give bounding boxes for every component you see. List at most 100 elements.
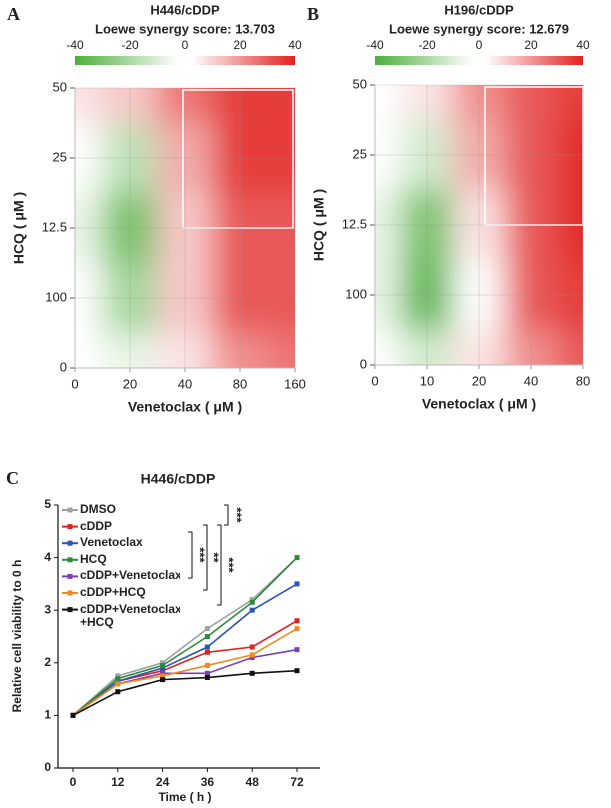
series-line [72, 648, 298, 717]
y-tick-label: 0 [44, 760, 51, 774]
x-tick-label: 10 [420, 373, 434, 388]
significance-bracket [188, 531, 193, 579]
y-tick-label: 4 [44, 550, 51, 564]
significance-label: *** [230, 507, 245, 523]
heat-cell [375, 260, 401, 330]
heat-cell [102, 88, 158, 123]
heat-cell [375, 190, 401, 260]
x-tick-label: 0 [371, 373, 378, 388]
colorbar-tick-label: -40 [66, 38, 84, 52]
x-tick-label: 80 [576, 373, 590, 388]
colorbar-tick-label: 20 [524, 38, 538, 52]
heat-cell [75, 333, 103, 368]
legend-marker [67, 507, 73, 513]
colorbar-tick-label: -40 [366, 38, 384, 52]
x-tick-label: 0 [71, 376, 78, 391]
y-tick-label: 5 [44, 497, 51, 511]
heat-cell [102, 263, 158, 333]
chart-title: H446/cDDP [150, 2, 220, 17]
x-axis-label: Time ( h ) [158, 790, 211, 804]
heat-cell [453, 85, 505, 120]
x-axis-label: Venetoclax ( μM ) [422, 396, 536, 412]
y-tick-label: 50 [53, 79, 67, 94]
x-tick-label: 160 [284, 376, 306, 391]
colorbar-tick-label: -20 [418, 38, 436, 52]
significance-label: *** [222, 557, 237, 573]
legend-marker [67, 590, 73, 596]
panel-label: B [307, 4, 319, 24]
data-point [294, 626, 300, 632]
series-line [72, 620, 298, 717]
x-tick-label: 48 [246, 775, 260, 789]
heat-cell [505, 85, 557, 120]
heat-cell [212, 123, 268, 193]
x-tick-label: 20 [472, 373, 486, 388]
heat-cell [401, 190, 453, 260]
chart-title: H196/cDDP [444, 2, 514, 17]
heat-cell [453, 260, 505, 330]
heat-cell [453, 120, 505, 190]
colorbar-tick-label: 0 [476, 38, 483, 52]
chart-title: H446/cDDP [141, 471, 216, 487]
data-point [204, 670, 210, 676]
series-line [72, 557, 298, 717]
data-point [160, 677, 166, 683]
significance-bracket [203, 524, 208, 591]
highlight-box [182, 89, 294, 229]
panel-label: C [6, 468, 19, 488]
y-tick-label: 12.5 [42, 219, 67, 234]
legend-entry: cDDP+Venetoclax +HCQ [80, 603, 180, 629]
heat-cell [157, 263, 213, 333]
heat-cell [557, 120, 583, 190]
surface [75, 88, 295, 368]
data-point [115, 676, 121, 682]
data-point [160, 665, 166, 671]
heat-cell [102, 123, 158, 193]
colorbar-tick-label: 40 [288, 38, 302, 52]
heat-cell [75, 263, 103, 333]
heat-cell [102, 193, 158, 263]
chart-subtitle: Loewe synergy score: 12.679 [389, 21, 569, 36]
x-tick-label: 20 [123, 376, 137, 391]
data-point [204, 634, 210, 639]
data-point [204, 626, 210, 632]
colorbar [375, 56, 583, 65]
x-tick-label: 0 [70, 775, 77, 789]
data-point [249, 599, 255, 605]
data-point [204, 649, 210, 655]
legend-label: cDDP+Venetoclax [80, 569, 180, 583]
data-point [204, 662, 210, 668]
x-tick-label: 24 [156, 775, 170, 789]
legend-marker [67, 557, 73, 563]
heat-cell [557, 85, 583, 120]
heat-cell [75, 88, 103, 123]
data-point [204, 675, 210, 681]
legend-label: DMSO [80, 503, 116, 516]
y-axis-label: HCQ ( μM ) [11, 192, 27, 264]
data-point [249, 670, 255, 676]
legend-marker [67, 607, 73, 613]
significance-bracket [217, 524, 222, 606]
heat-cell [75, 123, 103, 193]
heat-cell [401, 85, 453, 120]
significance-label: ** [207, 552, 222, 563]
y-tick-label: 100 [45, 289, 67, 304]
data-point [160, 670, 166, 676]
chart-subtitle: Loewe synergy score: 13.703 [95, 21, 275, 36]
series-line [72, 627, 298, 717]
y-tick-label: 0 [60, 359, 67, 374]
data-point [70, 712, 76, 718]
data-point [160, 668, 166, 674]
heat-cell [375, 85, 401, 120]
heat-cell [212, 263, 268, 333]
panel-label: A [7, 4, 20, 24]
legend-entry: cDDP+HCQ [80, 586, 146, 599]
legend-entry: HCQ [80, 553, 107, 566]
surface-blur [75, 88, 295, 368]
legend-marker [67, 524, 73, 530]
data-point [115, 689, 121, 695]
legend-label: cDDP+HCQ [80, 586, 146, 599]
x-tick-label: 36 [201, 775, 215, 789]
data-point [160, 660, 166, 666]
heat-cell [375, 120, 401, 190]
